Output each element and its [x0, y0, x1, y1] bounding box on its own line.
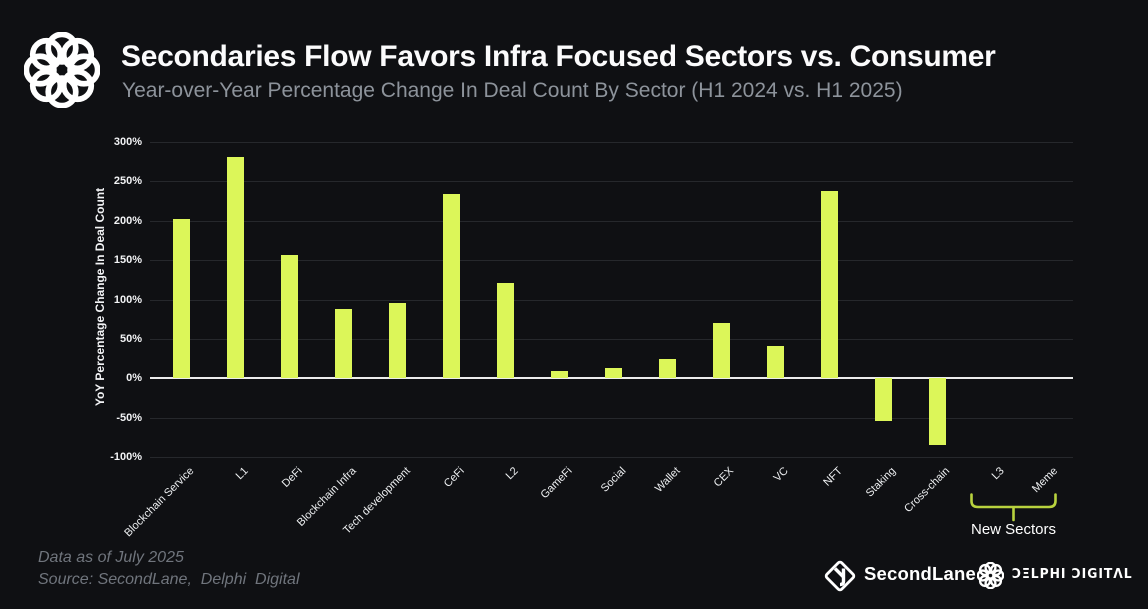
x-tick-label: Wallet [652, 465, 683, 495]
delphi-knot-logo [24, 32, 100, 108]
gridline [150, 181, 1073, 183]
gridline [150, 260, 1073, 262]
x-tick-label: DeFi [279, 465, 305, 490]
bar [658, 358, 676, 379]
bar [280, 255, 298, 379]
x-tick-label: GameFi [538, 465, 575, 502]
y-tick-label: 0% [126, 372, 142, 385]
delphi-knot-logo-small [977, 562, 1004, 589]
y-tick-label: -100% [110, 451, 142, 463]
x-tick-label: L3 [989, 465, 1007, 483]
bar [928, 378, 946, 446]
y-tick-label: 150% [113, 254, 142, 267]
bar [442, 193, 460, 379]
x-tick-label: CEX [712, 465, 737, 490]
gridline [150, 220, 1073, 222]
new-sectors-label: New Sectors [970, 521, 1057, 538]
bar [766, 345, 784, 379]
chart-subtitle: Year-over-Year Percentage Change In Deal… [122, 79, 903, 102]
bar [874, 378, 892, 421]
delphi-digital-wordmark: ƆΞLPHI ƆIGITΛL [1012, 567, 1133, 582]
footer-data-as-of: Data as of July 2025 [38, 549, 184, 566]
y-tick-label: 300% [113, 136, 142, 148]
y-tick-label: 50% [119, 332, 142, 345]
y-tick-label: 250% [113, 175, 142, 188]
x-tick-label: VC [771, 465, 791, 485]
zero-axis-line [150, 377, 1073, 380]
gridline [150, 417, 1073, 419]
x-tick-label: NFT [820, 465, 845, 489]
chart-title: Secondaries Flow Favors Infra Focused Se… [121, 40, 996, 73]
x-tick-label: Social [598, 465, 629, 495]
gridline [150, 457, 1073, 458]
x-tick-label: Staking [864, 465, 899, 500]
x-tick-label: CeFi [441, 465, 467, 490]
y-tick-label: 200% [113, 214, 142, 227]
x-tick-label: Meme [1030, 465, 1061, 496]
bar [820, 190, 838, 379]
secondlane-wordmark: SecondLane [864, 563, 976, 584]
gridline [150, 142, 1073, 143]
bar [712, 323, 730, 379]
bar [172, 219, 190, 379]
secondlane-diamond-logo [824, 560, 856, 592]
gridline [150, 299, 1073, 301]
bar [226, 156, 244, 379]
bar [388, 302, 406, 379]
bar [604, 368, 622, 379]
x-tick-label: Cross-chain [902, 465, 953, 515]
x-tick-label: Blockchain Service [122, 465, 197, 540]
gridline [150, 338, 1073, 340]
x-tick-label: L1 [233, 465, 251, 483]
footer-source: Source: SecondLane, Delphi Digital [38, 571, 300, 588]
new-sectors-bracket [970, 493, 1057, 522]
y-tick-label: -50% [116, 411, 142, 424]
bar [334, 308, 352, 379]
y-tick-label: 100% [113, 293, 142, 306]
bar [496, 282, 514, 379]
x-tick-label: L2 [503, 465, 521, 483]
bar [550, 371, 568, 379]
